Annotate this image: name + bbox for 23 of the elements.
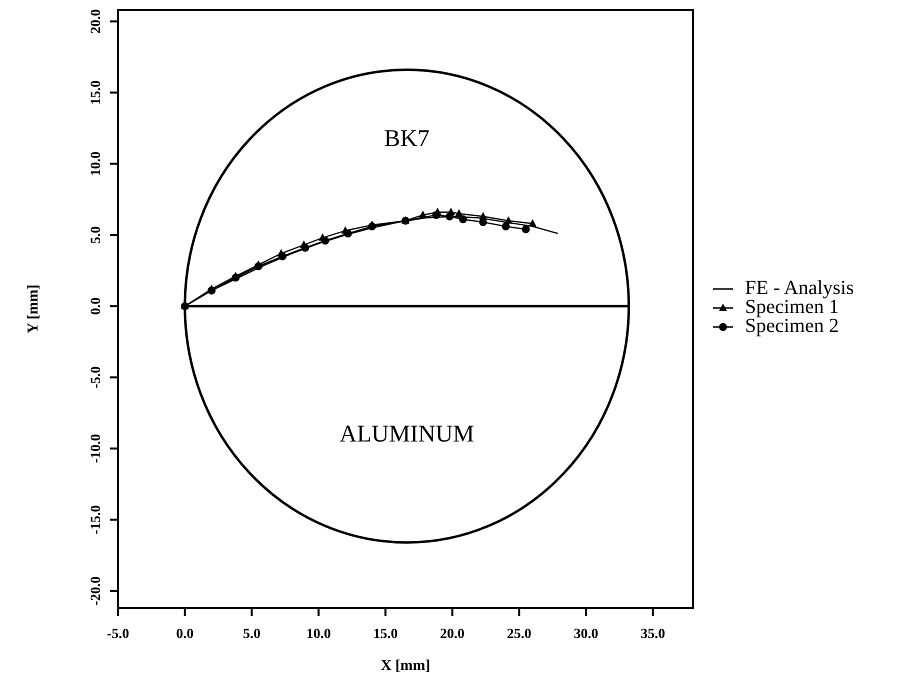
x-tick-label: 5.0	[242, 626, 260, 642]
y-tick-label: 20.0	[89, 9, 104, 34]
y-tick-label: -5.0	[89, 366, 104, 388]
annotation: ALUMINUM	[340, 422, 474, 448]
y-tick-label: -20.0	[89, 576, 104, 606]
x-tick-label: -5.0	[106, 626, 130, 642]
x-tick-label: 10.0	[306, 626, 331, 642]
y-tick-label: 10.0	[89, 152, 104, 176]
y-tick-label: -15.0	[89, 505, 104, 534]
y-tick-label: -10.0	[89, 434, 104, 464]
x-tick-label: 30.0	[574, 626, 598, 642]
x-tick-label: 25.0	[506, 626, 532, 642]
y-tick-label: 0.0	[89, 297, 104, 315]
y-tick-label: 5.0	[89, 226, 104, 244]
x-tick-label: 0.0	[176, 626, 194, 642]
x-tick-label: 15.0	[373, 626, 398, 642]
x-tick-label: 35.0	[640, 626, 666, 642]
annotation: BK7	[384, 126, 430, 152]
y-tick-label: 15.0	[89, 80, 104, 105]
y-axis-title: Y [mm]	[25, 284, 42, 334]
legend-label: FE - Analysis	[745, 277, 854, 299]
x-tick-label: 20.0	[440, 626, 465, 642]
x-axis-title: X [mm]	[380, 658, 430, 674]
